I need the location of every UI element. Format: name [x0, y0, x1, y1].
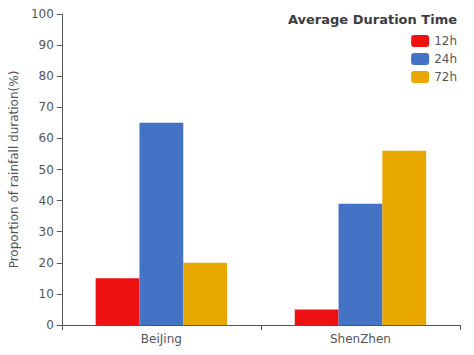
- svg-text:100: 100: [31, 7, 54, 21]
- svg-text:Average Duration Time: Average Duration Time: [288, 12, 457, 27]
- svg-text:12h: 12h: [434, 34, 457, 48]
- svg-text:0: 0: [46, 318, 54, 332]
- svg-text:70: 70: [39, 100, 54, 114]
- svg-text:40: 40: [39, 194, 54, 208]
- svg-text:20: 20: [39, 256, 54, 270]
- svg-text:80: 80: [39, 69, 54, 83]
- svg-text:72h: 72h: [434, 70, 457, 84]
- svg-text:30: 30: [39, 225, 54, 239]
- svg-text:90: 90: [39, 38, 54, 52]
- svg-text:60: 60: [39, 131, 54, 145]
- svg-text:10: 10: [39, 287, 54, 301]
- svg-text:BeiJing: BeiJing: [141, 332, 182, 346]
- svg-text:Proportion of rainfall duratio: Proportion of rainfall duration(%): [7, 71, 21, 269]
- svg-text:50: 50: [39, 163, 54, 177]
- svg-text:24h: 24h: [434, 52, 457, 66]
- svg-text:ShenZhen: ShenZhen: [330, 332, 391, 346]
